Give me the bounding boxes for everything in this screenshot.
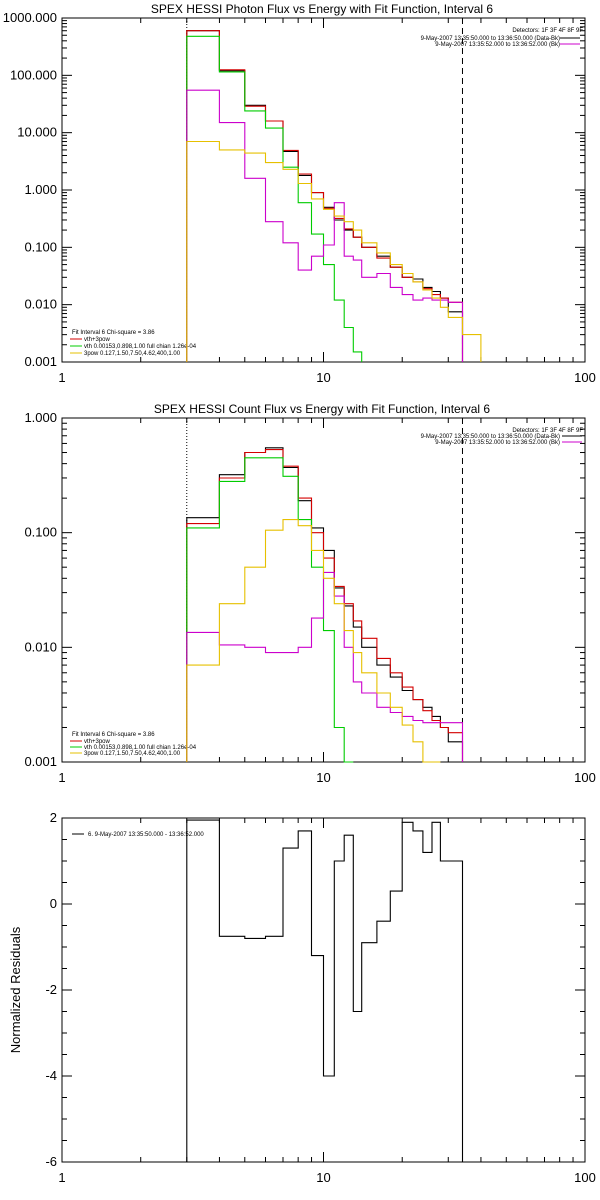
count-interval-bk-label: 9-May-2007 13:35:52.000 to 13:36:52.000 …: [435, 440, 560, 446]
count-detectors-label: Detectors: 1F 3F 4F 8F 9F: [512, 428, 583, 434]
residuals-x-tick-label: 10: [316, 1170, 330, 1185]
residuals-y-tick-label: 0: [50, 896, 57, 911]
count-series-1-line: [186, 449, 464, 762]
photon-y-tick-label: 0.001: [24, 354, 57, 369]
photon-legend-label-2: vth 0.00153,0.898,1.00 full chian 1.26e-…: [84, 344, 197, 350]
residuals-legend-label: 6. 9-May-2007 13:35:50.000 - 13:36:52.00…: [88, 832, 204, 838]
photon-y-tick-label: 10.000: [17, 125, 57, 140]
count-series-4-line: [186, 519, 441, 763]
count-series-3-line: [186, 571, 464, 762]
photon-x-tick-label: 10: [316, 370, 330, 385]
photon-y-tick-label: 0.100: [24, 239, 57, 254]
photon-fit-header: Fit Interval 6 Chi-square = 3.86: [72, 330, 155, 336]
residuals-y-tick-label: 2: [50, 810, 57, 825]
photon-flux-title: SPEX HESSI Photon Flux vs Energy with Fi…: [151, 2, 493, 16]
count-y-tick-label: 0.100: [24, 525, 57, 540]
count-x-tick-label: 10: [316, 770, 330, 785]
count-interval-data-label: 9-May-2007 13:35:50.000 to 13:36:50.000 …: [421, 434, 560, 440]
residuals-y-tick-label: -6: [45, 1154, 57, 1169]
photon-legend-label-1: vth+3pow: [84, 337, 111, 343]
photon-series-2-line: [186, 35, 363, 362]
photon-y-tick-label: 100.000: [10, 67, 57, 82]
count-legend-label-2: vth 0.00153,0.898,1.00 full chian 1.26e-…: [84, 745, 197, 751]
count-y-tick-label: 0.001: [24, 754, 57, 769]
residuals-y-tick-label: -4: [45, 1068, 57, 1083]
photon-y-tick-label: 0.010: [24, 297, 57, 312]
photon-y-tick-label: 1000.000: [3, 10, 57, 25]
count-fit-header: Fit Interval 6 Chi-square = 3.86: [72, 732, 155, 738]
chart-marks: 1 10 1000.0010.0100.1001.00010.000100.0001…: [3, 10, 596, 1185]
count-flux-title: SPEX HESSI Count Flux vs Energy with Fit…: [154, 402, 490, 416]
photon-x-tick-label: 1: [58, 370, 65, 385]
residuals-x-tick-label: 1: [58, 1170, 65, 1185]
count-series-2-line: [186, 457, 354, 763]
photon-y-tick-label: 1.000: [24, 182, 57, 197]
photon-interval-data-label: 9-May-2007 13:35:50.000 to 13:36:50.000 …: [421, 36, 560, 42]
count-legend-label-3: 3pow 0.127,1.50,7.50,4.62,400,1.00: [84, 751, 181, 757]
count-x-tick-label: 100: [574, 770, 596, 785]
residuals-x-tick-label: 100: [574, 1170, 596, 1185]
residuals-y-tick-label: -2: [45, 982, 57, 997]
photon-x-tick-label: 100: [574, 370, 596, 385]
photon-series-3-line: [186, 89, 464, 362]
count-x-tick-label: 1: [58, 770, 65, 785]
photon-detectors-label: Detectors: 1F 3F 4F 8F 9F: [512, 28, 583, 34]
count-legend-label-1: vth+3pow: [84, 739, 111, 745]
count-y-tick-label: 1.000: [24, 410, 57, 425]
photon-series-4-line: [186, 140, 482, 362]
photon-interval-bk-label: 9-May-2007 13:35:52.000 to 13:36:52.000 …: [435, 42, 560, 48]
residuals-series-0-line: [186, 819, 464, 1162]
photon-legend-label-3: 3pow 0.127,1.50,7.50,4.62,400,1.00: [84, 351, 181, 357]
count-y-tick-label: 0.010: [24, 639, 57, 654]
residuals-y-axis-label: Normalized Residuals: [8, 926, 23, 1053]
